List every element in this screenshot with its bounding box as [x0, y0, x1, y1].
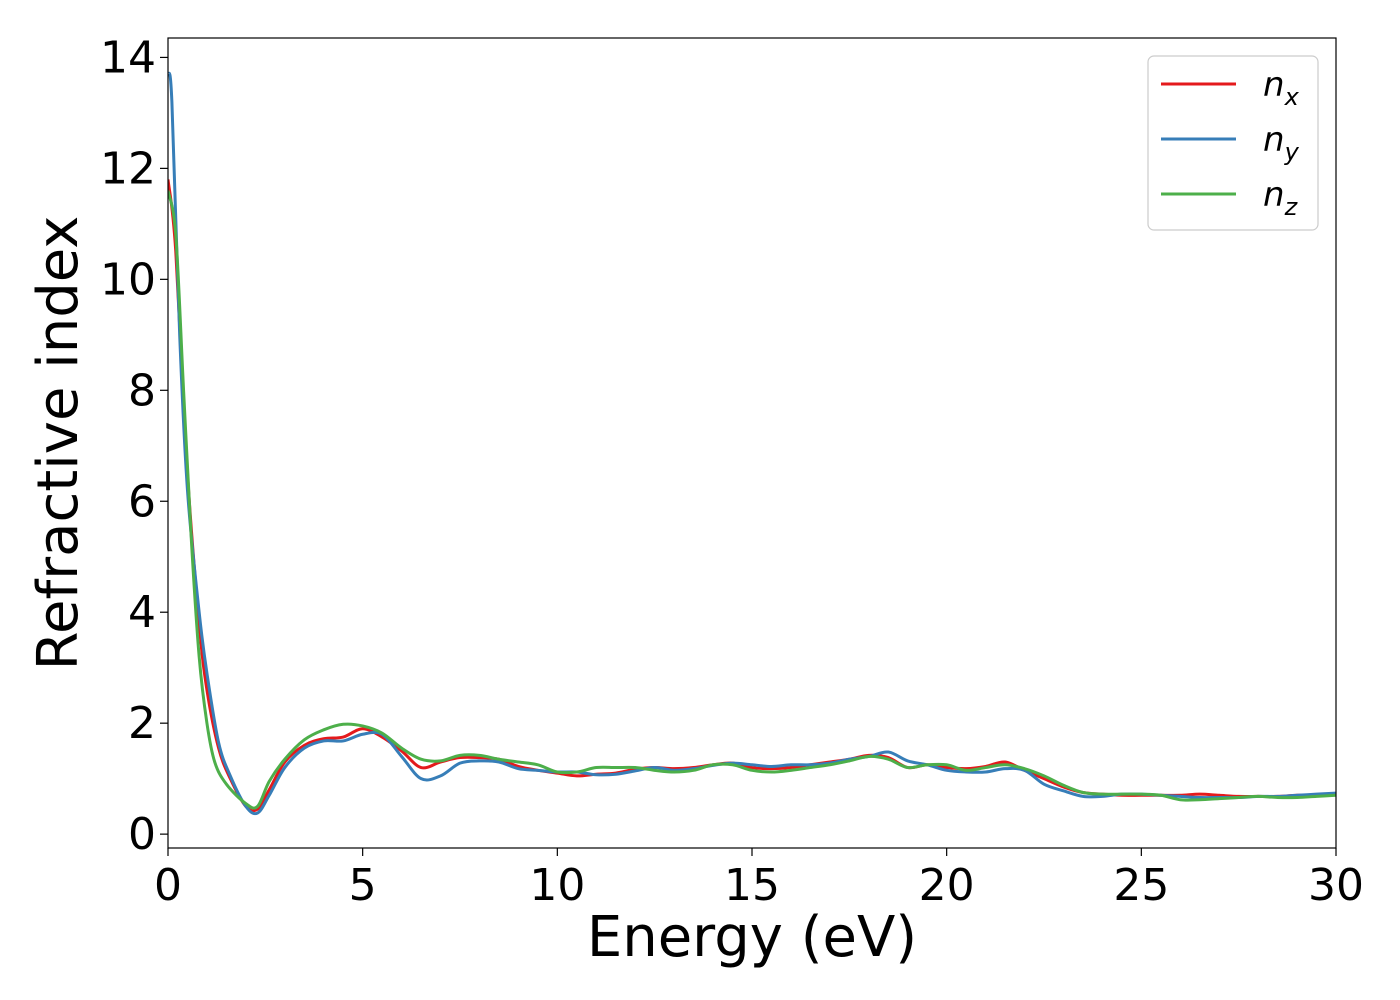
x-tick-label: 30 [1308, 860, 1364, 911]
legend-label-subscript: x [1284, 83, 1300, 111]
legend-box [1147, 55, 1319, 231]
y-tick-label: 6 [128, 476, 156, 527]
legend-label-main: n [1263, 120, 1285, 160]
y-tick-label: 4 [128, 587, 156, 638]
y-tick-label: 12 [100, 143, 156, 194]
y-tick-label: 0 [128, 809, 156, 860]
legend-label-ny: ny [1263, 120, 1300, 166]
series-line-nx [168, 179, 1336, 813]
y-axis-title: Refractive index [26, 216, 91, 671]
series-layer [168, 71, 1336, 816]
legend-label-main: n [1263, 175, 1285, 215]
legend-label-main: n [1263, 65, 1285, 105]
x-tick-label: 20 [919, 860, 975, 911]
x-tick-label: 5 [349, 860, 377, 911]
legend-label-nx: nx [1263, 65, 1300, 111]
y-tick-label: 10 [100, 254, 156, 305]
y-tick-label: 14 [100, 32, 156, 83]
x-tick-label: 15 [724, 860, 780, 911]
y-tick-label: 2 [128, 698, 156, 749]
legend-label-subscript: z [1284, 193, 1299, 221]
series-line-nz [168, 190, 1336, 810]
x-axis-title: Energy (eV) [587, 905, 917, 970]
x-tick-label: 10 [529, 860, 585, 911]
y-tick-label: 8 [128, 365, 156, 416]
legend-label-nz: nz [1263, 175, 1299, 221]
ticks-layer: 0 5 10 15 20 25 30 0 2 4 6 8 10 12 14 [100, 32, 1364, 911]
x-tick-label: 0 [154, 860, 182, 911]
x-tick-label: 25 [1113, 860, 1169, 911]
legend-label-subscript: y [1284, 138, 1300, 166]
